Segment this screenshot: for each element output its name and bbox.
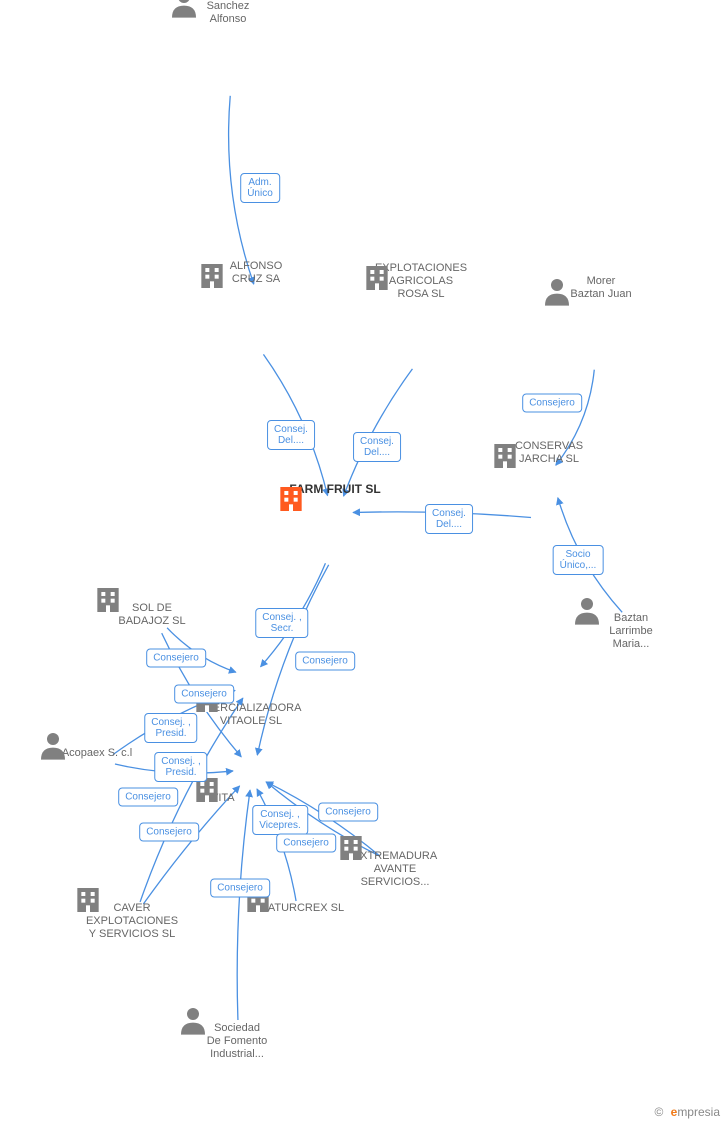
edge-label[interactable]: Socio Único,... xyxy=(553,545,604,575)
edge-layer xyxy=(0,0,728,1125)
edge-label[interactable]: Consej. Del.... xyxy=(267,420,315,450)
edge-label[interactable]: Consej. , Secr. xyxy=(255,608,308,638)
edge-label[interactable]: Consej. , Vicepres. xyxy=(252,805,308,835)
edge-label[interactable]: Consej. Del.... xyxy=(425,504,473,534)
edge-line xyxy=(556,370,595,466)
edge-line xyxy=(237,790,250,1020)
brand-name: empresia xyxy=(671,1105,720,1119)
edge-label[interactable]: Consej. , Presid. xyxy=(144,713,197,743)
edge-label[interactable]: Adm. Único xyxy=(240,173,280,203)
edge-label[interactable]: Consejero xyxy=(146,649,206,668)
edge-label[interactable]: Consejero xyxy=(276,834,336,853)
edge-label[interactable]: Consejero xyxy=(118,788,178,807)
edge-label[interactable]: Consejero xyxy=(318,803,378,822)
edge-label[interactable]: Consejero xyxy=(210,879,270,898)
copyright-symbol: © xyxy=(654,1105,663,1119)
diagram-canvas: Cruz Sanchez Alfonso ALFONSO CRUZ SA EXP… xyxy=(0,0,728,1125)
edge-label[interactable]: Consejero xyxy=(522,394,582,413)
watermark: © empresia xyxy=(654,1105,720,1119)
edge-label[interactable]: Consej. , Presid. xyxy=(154,752,207,782)
edge-label[interactable]: Consejero xyxy=(174,685,234,704)
edge-label[interactable]: Consejero xyxy=(295,652,355,671)
edge-label[interactable]: Consejero xyxy=(139,823,199,842)
edge-label[interactable]: Consej. Del.... xyxy=(353,432,401,462)
